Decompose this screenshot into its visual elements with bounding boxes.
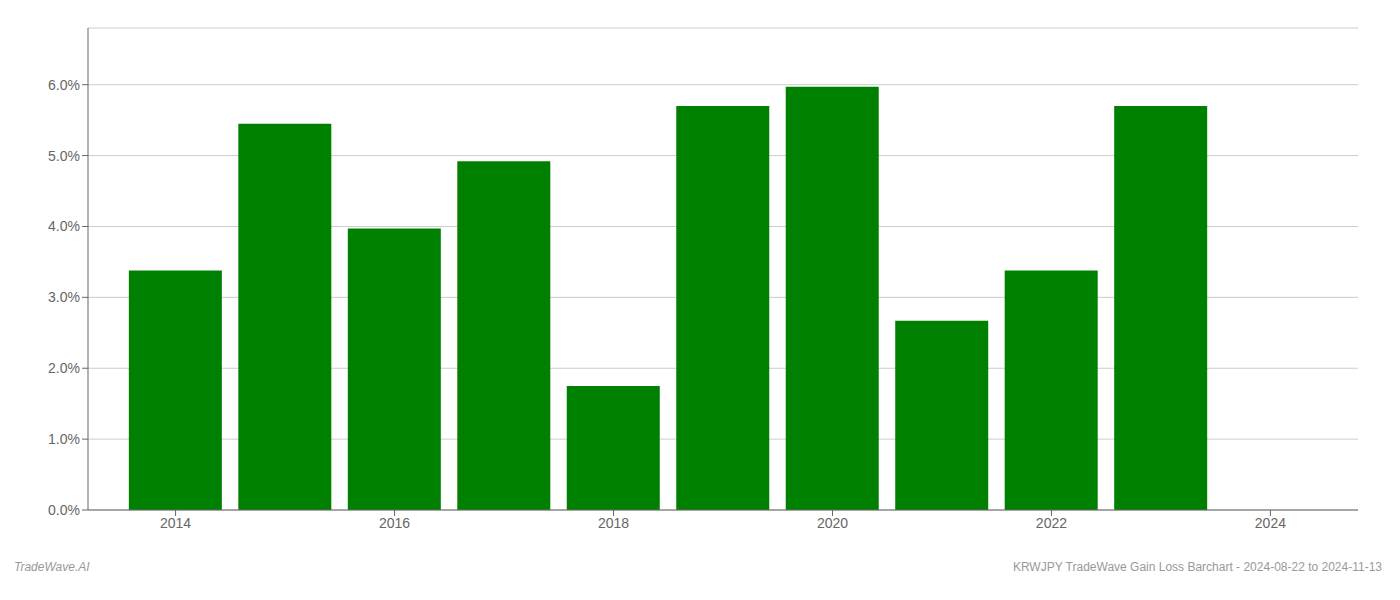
- svg-text:4.0%: 4.0%: [48, 218, 80, 234]
- svg-text:2016: 2016: [379, 515, 410, 531]
- svg-text:3.0%: 3.0%: [48, 289, 80, 305]
- svg-text:2014: 2014: [160, 515, 191, 531]
- svg-text:0.0%: 0.0%: [48, 502, 80, 518]
- svg-text:5.0%: 5.0%: [48, 148, 80, 164]
- svg-text:2.0%: 2.0%: [48, 360, 80, 376]
- svg-text:6.0%: 6.0%: [48, 77, 80, 93]
- svg-text:2024: 2024: [1255, 515, 1286, 531]
- html-text:TradeWave.AI: TradeWave.AI: [14, 560, 90, 574]
- html-text:KRWJPY TradeWave Gain Loss Bar: KRWJPY TradeWave Gain Loss Barchart - 20…: [1012, 560, 1382, 574]
- svg-text:1.0%: 1.0%: [48, 431, 80, 447]
- svg-text:2022: 2022: [1036, 515, 1067, 531]
- svg-text:2018: 2018: [598, 515, 629, 531]
- svg-text:2020: 2020: [817, 515, 848, 531]
